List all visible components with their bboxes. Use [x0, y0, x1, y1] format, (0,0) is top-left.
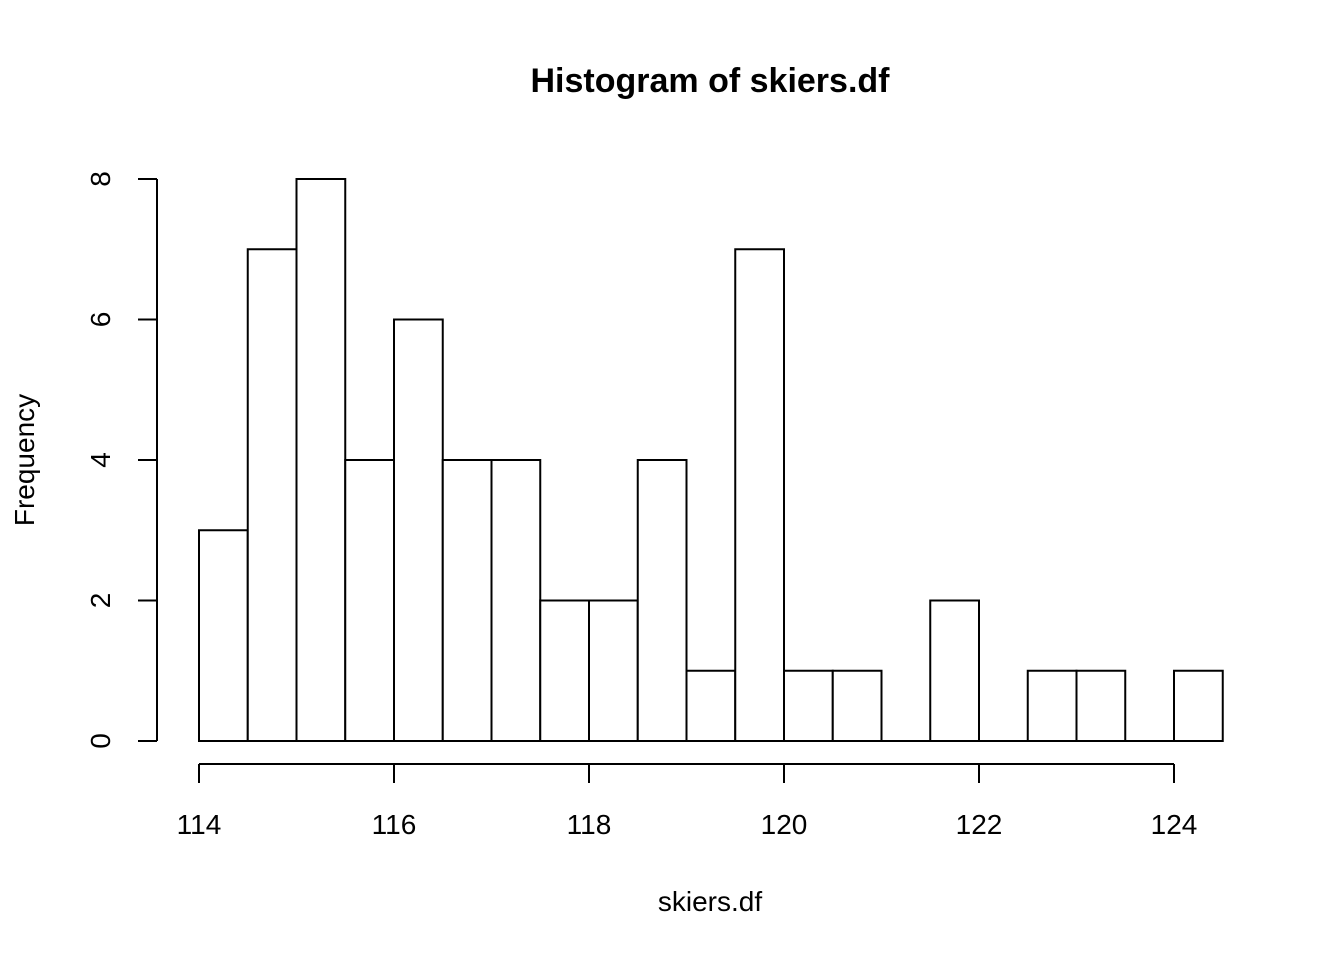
histogram-bar — [441, 459, 493, 742]
histogram-bar — [1173, 669, 1224, 742]
x-tick-label: 124 — [1151, 809, 1198, 840]
histogram-bar — [198, 529, 249, 742]
histogram-bar — [1026, 669, 1078, 742]
histogram-bar — [588, 599, 639, 742]
y-tick-label: 2 — [85, 593, 116, 609]
histogram-bar — [636, 459, 688, 742]
x-tick-label: 118 — [567, 809, 612, 840]
y-axis-label: Frequency — [9, 394, 40, 526]
x-axis-label: skiers.df — [658, 886, 762, 917]
histogram-bar — [539, 599, 590, 742]
bars-group — [198, 178, 1224, 742]
x-tick-label: 114 — [177, 809, 222, 840]
y-tick-label: 6 — [85, 312, 116, 328]
y-tick-label: 8 — [85, 171, 116, 187]
x-tick-label: 116 — [372, 809, 417, 840]
histogram-bar — [1075, 669, 1127, 742]
histogram-bar — [295, 178, 347, 742]
histogram-bar — [831, 669, 883, 742]
histogram-bar — [783, 669, 834, 742]
histogram-bar — [393, 318, 444, 742]
x-axis: 114 116 118 120 122 124 — [177, 763, 1198, 840]
y-axis: 0 2 4 6 8 — [85, 171, 158, 749]
histogram-bar — [734, 248, 785, 742]
histogram-bar — [344, 459, 395, 742]
chart-title: Histogram of skiers.df — [531, 62, 891, 100]
histogram-bar — [246, 248, 298, 742]
histogram-bar — [490, 459, 542, 742]
x-tick-label: 122 — [956, 809, 1003, 840]
histogram-bar — [685, 669, 737, 742]
y-tick-label: 4 — [85, 452, 116, 468]
histogram-bar — [929, 599, 980, 742]
y-tick-label: 0 — [85, 733, 116, 749]
x-tick-label: 120 — [761, 809, 808, 840]
